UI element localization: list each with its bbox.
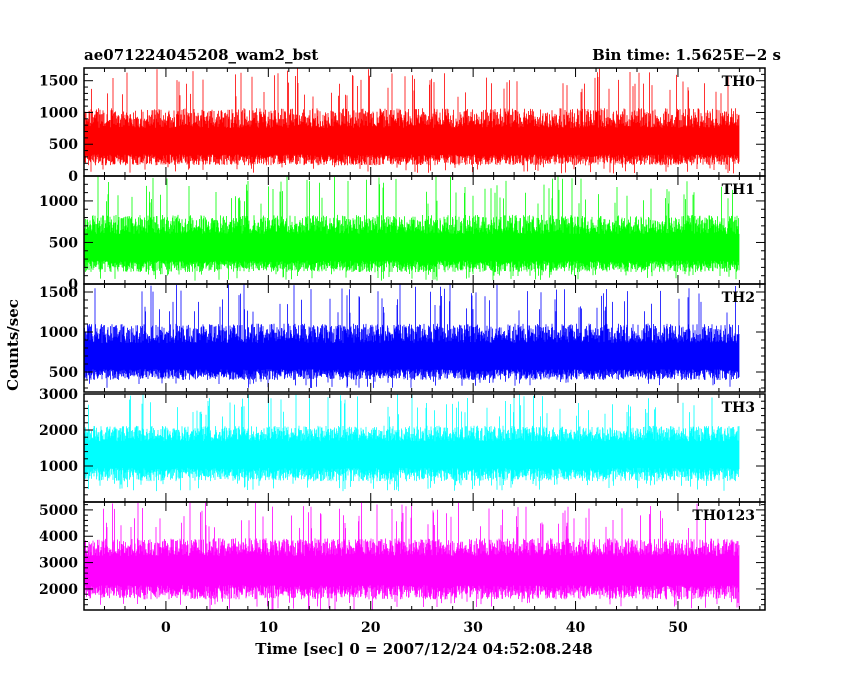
- y-tick-label: 5000: [39, 503, 78, 519]
- y-tick-label: 1000: [39, 194, 78, 210]
- x-tick-label: 50: [668, 620, 688, 636]
- y-tick-label: 1500: [39, 74, 78, 90]
- series-th1: [84, 176, 740, 281]
- panel-th0: 0 500 1000 1500 TH0: [39, 67, 766, 185]
- y-tick-label: 500: [49, 365, 78, 381]
- panel-frame: [83, 501, 766, 611]
- panel-th2: 500 1000 1500 TH2: [39, 283, 766, 393]
- chart-title: ae071224045208_wam2_bst: [84, 46, 318, 64]
- y-tick-label: 0: [68, 277, 78, 293]
- panel-label-th1: TH1: [722, 182, 755, 198]
- series-th2: [84, 284, 740, 388]
- series-th0: [84, 68, 740, 174]
- y-tick-label: 1000: [39, 325, 78, 341]
- y-tick-label: 2000: [39, 582, 78, 598]
- panel-label-th2: TH2: [722, 290, 755, 306]
- y-tick-label: 1000: [39, 105, 78, 121]
- y-tick-label: 1500: [39, 285, 78, 301]
- y-tick-label: 0: [68, 169, 78, 185]
- bin-time-label: Bin time: 1.5625E−2 s: [592, 46, 781, 64]
- panel-label-th0: TH0: [722, 74, 756, 90]
- y-tick-label: 2000: [39, 423, 78, 439]
- x-tick-label: 40: [566, 620, 586, 636]
- x-axis-title: Time [sec] 0 = 2007/12/24 04:52:08.248: [255, 640, 592, 658]
- x-tick-label: 30: [463, 620, 483, 636]
- y-tick-label: 4000: [39, 529, 78, 545]
- series-th3: [84, 394, 740, 492]
- panel-frame: [83, 283, 766, 393]
- y-tick-label: 3000: [39, 556, 78, 572]
- panels-group: 0 500 1000 1500 TH0 0 500 1000 TH1 500 1000 1500 TH2…: [39, 67, 766, 611]
- panel-th3: 1000 2000 3000 TH3: [39, 387, 766, 503]
- x-tick-label: 20: [361, 620, 381, 636]
- y-tick-label: 1000: [39, 459, 78, 475]
- x-tick-label: 0: [161, 620, 171, 636]
- y-axis-title: Counts/sec: [4, 299, 22, 391]
- x-axis: 0 10 20 30 40 50: [161, 620, 688, 636]
- panel-th1: 0 500 1000 TH1: [39, 175, 766, 293]
- panel-th0123: 2000 3000 4000 5000 TH0123: [39, 501, 766, 611]
- panel-label-th0123: TH0123: [692, 508, 755, 524]
- y-tick-label: 500: [49, 235, 78, 251]
- y-tick-label: 3000: [39, 387, 78, 403]
- y-tick-label: 500: [49, 137, 78, 153]
- series-th0123: [84, 502, 740, 610]
- panel-label-th3: TH3: [722, 400, 755, 416]
- x-tick-label: 10: [259, 620, 279, 636]
